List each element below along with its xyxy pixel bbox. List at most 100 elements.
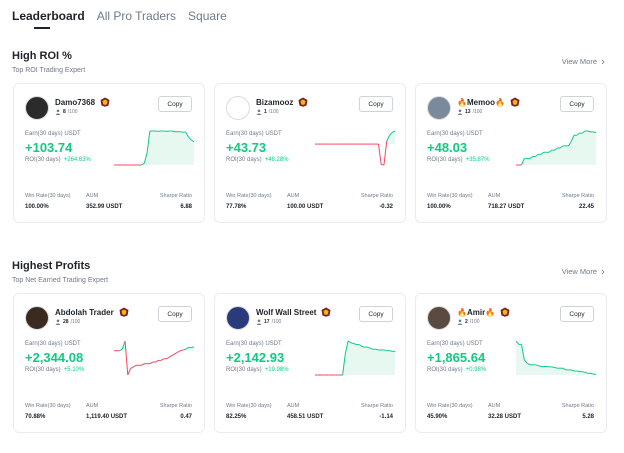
sparkline-segment: [521, 344, 525, 360]
avatar[interactable]: [226, 96, 250, 120]
earn-label: Earn(30 days) USDT: [226, 131, 282, 137]
trader-card[interactable]: Wolf Wall Street 17/100 Copy Earn(30 day…: [214, 293, 406, 433]
aum-label: AUM: [86, 403, 99, 409]
avatar[interactable]: [226, 306, 250, 330]
aum-stat: AUM 352.99 USDT: [86, 193, 122, 210]
aum-label: AUM: [488, 193, 501, 199]
tab-leaderboard[interactable]: Leaderboard: [12, 8, 85, 32]
earn-value: +2,344.08: [25, 350, 84, 365]
avatar[interactable]: [427, 306, 451, 330]
trader-name[interactable]: Abdolah Trader: [55, 307, 114, 317]
person-icon: [457, 319, 463, 325]
win-rate-value: 70.88%: [25, 414, 46, 420]
win-rate-value: 77.78%: [226, 204, 247, 210]
sparkline-segment: [540, 151, 544, 155]
person-icon: [256, 109, 262, 115]
sparkline-segment: [559, 145, 564, 149]
person-icon: [256, 319, 262, 325]
win-rate-value: 100.00%: [427, 204, 451, 210]
avatar[interactable]: [25, 96, 49, 120]
roi-row: ROI(30 days) +35.87%: [427, 157, 490, 163]
copy-button[interactable]: Copy: [359, 96, 393, 112]
roi-row: ROI(30 days) +5.10%: [25, 367, 84, 373]
pnl-sparkline: [516, 130, 596, 166]
earn-value: +48.03: [427, 140, 468, 155]
sparkline-segment: [119, 348, 123, 352]
copy-button[interactable]: Copy: [359, 306, 393, 322]
view-more-label: View More: [561, 57, 597, 66]
tab-all-pro-traders[interactable]: All Pro Traders: [96, 9, 177, 23]
trader-badge-icon: [119, 307, 129, 317]
followers-current: 2: [465, 319, 468, 325]
roi-row: ROI(30 days) +19.98%: [226, 367, 289, 373]
roi-label: ROI(30 days): [25, 157, 61, 163]
aum-stat: AUM 458.51 USDT: [287, 403, 323, 420]
followers-count: 8/100: [55, 109, 78, 115]
roi-row: ROI(30 days) +264.63%: [25, 157, 91, 163]
aum-stat: AUM 100.00 USDT: [287, 193, 323, 210]
sparkline-segment: [155, 359, 159, 363]
copy-button[interactable]: Copy: [560, 96, 594, 112]
sparkline-segment: [369, 347, 374, 350]
sparkline-segment: [377, 144, 382, 165]
sparkline-segment: [562, 367, 566, 371]
name-row: Bizamooz: [256, 97, 308, 107]
trader-card[interactable]: Damo7368 8/100 Copy Earn(30 days) USDT +…: [13, 83, 205, 223]
trader-name[interactable]: Wolf Wall Street: [256, 307, 317, 317]
tab-square[interactable]: Square: [188, 9, 227, 23]
sparkline-segment: [529, 156, 533, 160]
win-rate-stat: Win Rate(30 days) 100.00%: [25, 193, 71, 210]
sparkline-segment: [171, 130, 175, 133]
trader-name[interactable]: 🔥Memoo🔥: [457, 97, 505, 107]
sparkline-segment: [130, 366, 134, 369]
earn-label: Earn(30 days) USDT: [25, 131, 81, 137]
aum-label: AUM: [287, 403, 300, 409]
aum-label: AUM: [287, 193, 300, 199]
sharpe-stat: Sharpe Ratio -1.14: [361, 403, 393, 420]
win-rate-stat: Win Rate(30 days) 100.00%: [427, 193, 473, 210]
pnl-sparkline: [114, 130, 194, 166]
roi-value: +19.98%: [264, 367, 289, 373]
sparkline-area: [315, 341, 395, 375]
name-row: Wolf Wall Street: [256, 307, 331, 317]
sparkline-segment: [383, 141, 388, 166]
trader-name[interactable]: Damo7368: [55, 97, 96, 107]
sparkline-segment: [177, 350, 181, 353]
sparkline-segment: [185, 131, 189, 138]
copy-button[interactable]: Copy: [158, 306, 192, 322]
win-rate-label: Win Rate(30 days): [427, 193, 473, 199]
avatar[interactable]: [25, 306, 49, 330]
trader-name[interactable]: Bizamooz: [256, 97, 294, 107]
avatar[interactable]: [427, 96, 451, 120]
sparkline-segment: [570, 369, 575, 372]
stats-row: Win Rate(30 days) 100.00% AUM 718.27 USDT …: [427, 193, 594, 210]
copy-button[interactable]: Copy: [158, 96, 192, 112]
sparkline-segment: [182, 348, 186, 351]
trader-name[interactable]: 🔥Amir🔥: [457, 307, 496, 317]
trader-card[interactable]: 🔥Amir🔥 2/100 Copy Earn(30 days) USDT +1,…: [415, 293, 607, 433]
sparkline-segment: [171, 353, 175, 357]
sparkline-segment: [358, 344, 363, 347]
copy-button[interactable]: Copy: [560, 306, 594, 322]
followers-count: 1/100: [256, 109, 279, 115]
trader-badge-icon: [510, 97, 520, 107]
sparkline-segment: [185, 347, 189, 350]
aum-label: AUM: [488, 403, 501, 409]
sharpe-label: Sharpe Ratio: [561, 403, 594, 409]
roi-value: +264.63%: [63, 157, 91, 163]
followers-max: /100: [472, 109, 483, 115]
trader-card[interactable]: Abdolah Trader 28/100 Copy Earn(30 days)…: [13, 293, 205, 433]
aum-stat: AUM 32.28 USDT: [488, 403, 521, 420]
person-icon: [55, 319, 61, 325]
sharpe-stat: Sharpe Ratio 0.47: [160, 403, 192, 420]
sparkline-segment: [141, 162, 145, 166]
sparkline-segment: [383, 349, 387, 352]
view-more-high-roi[interactable]: View More: [562, 57, 606, 66]
view-more-highest-profits[interactable]: View More: [562, 267, 606, 276]
win-rate-label: Win Rate(30 days): [226, 193, 272, 199]
sparkline-segment: [584, 371, 588, 374]
sharpe-label: Sharpe Ratio: [159, 193, 192, 199]
sharpe-stat: Sharpe Ratio 5.28: [562, 403, 594, 420]
trader-card[interactable]: Bizamooz 1/100 Copy Earn(30 days) USDT +…: [214, 83, 406, 223]
trader-card[interactable]: 🔥Memoo🔥 13/100 Copy Earn(30 days) USDT +…: [415, 83, 607, 223]
